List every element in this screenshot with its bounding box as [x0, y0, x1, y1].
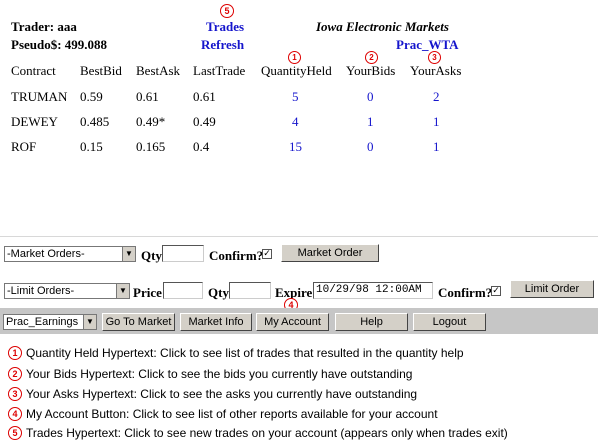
your-asks-link[interactable]: 2: [433, 89, 440, 104]
legend-text: Your Asks Hypertext: Click to see the as…: [26, 387, 418, 401]
market-confirm-label: Confirm?: [209, 248, 264, 263]
contract-name: TRUMAN: [11, 89, 68, 104]
last-trade: 0.4: [193, 139, 210, 154]
quantity-held-link[interactable]: 15: [289, 139, 302, 154]
help-button[interactable]: Help: [335, 313, 408, 331]
your-bids-link[interactable]: 1: [367, 114, 374, 129]
market-info-button[interactable]: Market Info: [180, 313, 252, 331]
legend-item: 4 My Account Button: Click to see list of…: [8, 406, 438, 422]
section-divider: [0, 236, 598, 237]
legend-item: 1 Quantity Held Hypertext: Click to see l…: [8, 345, 464, 361]
nav-bar: Prac_Earnings ▼ Go To Market Market Info…: [0, 308, 598, 334]
legend-text: Your Bids Hypertext: Click to see the bi…: [26, 367, 413, 381]
callout-marker-2: 2: [8, 366, 22, 381]
expire-input[interactable]: 10/29/98 12:00AM: [313, 282, 433, 299]
go-to-market-button[interactable]: Go To Market: [102, 313, 175, 331]
callout-marker-5: 5: [8, 425, 22, 440]
callout-marker-4: 4: [8, 406, 22, 421]
market-order-select-value: -Market Orders-: [7, 248, 85, 260]
best-ask: 0.49*: [136, 114, 166, 129]
market-switch-select-value: Prac_Earnings: [6, 316, 79, 328]
col-header-bestbid: BestBid: [80, 63, 122, 78]
limit-confirm-label: Confirm?: [438, 285, 493, 300]
col-header-quantityheld: QuantityHeld: [261, 63, 332, 78]
callout-marker-3: 3: [428, 51, 441, 64]
qty-label: Qty: [141, 248, 162, 263]
quantity-held-link[interactable]: 5: [292, 89, 299, 104]
contract-name: DEWEY: [11, 114, 58, 129]
legend-item: 2 Your Bids Hypertext: Click to see the b…: [8, 366, 413, 382]
expire-label: Expire: [275, 285, 313, 300]
your-bids-link[interactable]: 0: [367, 89, 374, 104]
quantity-held-link[interactable]: 4: [292, 114, 299, 129]
dropdown-arrow-icon: ▼: [122, 247, 135, 261]
limit-order-button[interactable]: Limit Order: [510, 280, 594, 298]
logout-button[interactable]: Logout: [413, 313, 486, 331]
col-header-bestask: BestAsk: [136, 63, 181, 78]
limit-order-select-value: -Limit Orders-: [7, 285, 75, 297]
callout-marker-1: 1: [288, 51, 301, 64]
limit-qty-input[interactable]: [229, 282, 271, 299]
legend-text: Trades Hypertext: Click to see new trade…: [26, 426, 508, 440]
col-header-contract: Contract: [11, 63, 56, 78]
callout-marker-1: 1: [8, 345, 22, 360]
callout-marker-5: 5: [220, 4, 234, 18]
callout-marker-2: 2: [365, 51, 378, 64]
best-bid: 0.59: [80, 89, 103, 104]
best-ask: 0.61: [136, 89, 159, 104]
market-order-button[interactable]: Market Order: [281, 244, 379, 262]
market-order-select[interactable]: -Market Orders- ▼: [4, 246, 136, 262]
col-header-lasttrade: LastTrade: [193, 63, 246, 78]
market-qty-input[interactable]: [162, 245, 204, 262]
legend-text: My Account Button: Click to see list of …: [26, 407, 438, 421]
best-bid: 0.15: [80, 139, 103, 154]
legend-item: 3 Your Asks Hypertext: Click to see the a…: [8, 386, 418, 402]
best-ask: 0.165: [136, 139, 166, 154]
limit-order-select[interactable]: -Limit Orders- ▼: [4, 283, 130, 299]
your-asks-link[interactable]: 1: [433, 114, 440, 129]
trades-link[interactable]: Trades: [206, 19, 245, 34]
best-bid: 0.485: [80, 114, 110, 129]
limit-confirm-checkbox[interactable]: ✓: [491, 286, 501, 296]
col-header-yourasks: YourAsks: [410, 63, 462, 78]
your-asks-link[interactable]: 1: [433, 139, 440, 154]
callout-marker-3: 3: [8, 386, 22, 401]
trader-label: Trader: aaa: [11, 19, 77, 34]
dropdown-arrow-icon: ▼: [116, 284, 129, 298]
your-bids-link[interactable]: 0: [367, 139, 374, 154]
refresh-link[interactable]: Refresh: [201, 37, 245, 52]
legend-item: 5 Trades Hypertext: Click to see new trad…: [8, 425, 508, 441]
last-trade: 0.61: [193, 89, 216, 104]
market-title: Iowa Electronic Markets: [316, 19, 449, 34]
price-label: Price: [133, 285, 162, 300]
contract-name: ROF: [11, 139, 37, 154]
my-account-button[interactable]: My Account: [256, 313, 329, 331]
last-trade: 0.49: [193, 114, 216, 129]
limit-price-input[interactable]: [163, 282, 203, 299]
market-switch-select[interactable]: Prac_Earnings ▼: [3, 314, 97, 330]
market-name-link[interactable]: Prac_WTA: [396, 37, 459, 52]
dropdown-arrow-icon: ▼: [83, 315, 96, 329]
legend-text: Quantity Held Hypertext: Click to see li…: [26, 346, 464, 360]
pseudo-balance: Pseudo$: 499.088: [11, 37, 108, 52]
limit-qty-label: Qty: [208, 285, 229, 300]
market-confirm-checkbox[interactable]: ✓: [262, 249, 272, 259]
col-header-yourbids: YourBids: [346, 63, 396, 78]
